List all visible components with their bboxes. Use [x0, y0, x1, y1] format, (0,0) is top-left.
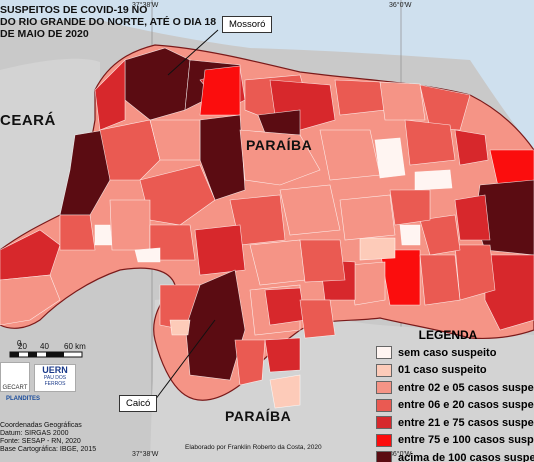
uern-logo-sub: PAU DOS FERROS [43, 375, 67, 387]
legend-label: entre 02 e 05 casos suspeitos [398, 381, 534, 394]
legend-items: sem caso suspeito 01 caso suspeito entre 0… [372, 344, 534, 462]
uern-logo: UERN PAU DOS FERROS [34, 364, 76, 392]
legend-swatch [376, 398, 392, 412]
legend-swatch [376, 433, 392, 447]
legend-swatch [376, 381, 392, 395]
legend-title: LEGENDA [418, 328, 478, 342]
legend-swatch [376, 451, 392, 462]
legend-swatch [376, 346, 392, 360]
title-line-3: DE MAIO DE 2020 [0, 28, 89, 40]
legend-item: entre 21 e 75 casos suspeitos [372, 414, 534, 432]
title-line-1: SUSPEITOS DE COVID-19 NO [0, 4, 148, 16]
scale-tick-60: 60 km [64, 342, 86, 351]
map-legend: LEGENDA sem caso suspeito 01 caso suspeit… [372, 326, 534, 462]
legend-item: 01 caso suspeito [372, 362, 534, 380]
scale-bar [9, 351, 83, 358]
coord-top-left: 37°38'W [132, 2, 159, 9]
gecart-logo-text: GECART [2, 385, 28, 391]
footer-line-1: Coordenadas Geográficas [0, 422, 82, 429]
state-label-paraiba-north: PARAÍBA [246, 137, 313, 153]
coord-bottom-right: 36°0'W [389, 451, 412, 458]
plandites-logo: PLANDITES [6, 396, 41, 402]
uern-logo-name: UERN [42, 365, 68, 375]
legend-item: entre 75 e 100 casos suspeitos [372, 432, 534, 450]
coord-bottom-left: 37°38'W [132, 451, 159, 458]
state-label-ceara: CEARÁ [0, 112, 56, 129]
legend-swatch [376, 416, 392, 430]
legend-label: sem caso suspeito [398, 346, 497, 359]
legend-label: 01 caso suspeito [398, 364, 487, 377]
footer-line-2: Datum: SIRGAS 2000 [0, 430, 69, 437]
state-label-paraiba-south: PARAÍBA [225, 408, 292, 424]
legend-item: entre 06 e 20 casos suspeitos [372, 397, 534, 415]
legend-item: sem caso suspeito [372, 344, 534, 362]
footer-line-3: Fonte: SESAP - RN, 2020 [0, 438, 81, 445]
scale-tick-20: 20 [18, 342, 27, 351]
municipalities [0, 47, 534, 409]
callout-caico: Caicó [119, 395, 158, 412]
title-line-2: DO RIO GRANDE DO NORTE, ATÉ O DIA 18 [0, 16, 217, 28]
scale-tick-40: 40 [40, 342, 49, 351]
legend-label: acima de 100 casos suspeitos [398, 451, 534, 462]
legend-item: acima de 100 casos suspeitos [372, 449, 534, 462]
legend-label: entre 06 e 20 casos suspeitos [398, 399, 534, 412]
footer-line-4: Base Cartográfica: IBGE, 2015 [0, 446, 97, 453]
legend-label: entre 75 e 100 casos suspeitos [398, 434, 534, 447]
legend-item: entre 02 e 05 casos suspeitos [372, 379, 534, 397]
legend-swatch [376, 363, 392, 377]
map-title: SUSPEITOS DE COVID-19 NO DO RIO GRANDE D… [0, 4, 216, 40]
legend-label: entre 21 e 75 casos suspeitos [398, 416, 534, 429]
callout-mossoro: Mossoró [222, 16, 273, 33]
coord-top-right: 36°0'W [389, 2, 412, 9]
map-credit: Elaborado por Franklin Roberto da Costa,… [185, 444, 322, 451]
scale-tick-0: 0 [17, 339, 22, 348]
gecart-logo: GECART [0, 362, 30, 392]
